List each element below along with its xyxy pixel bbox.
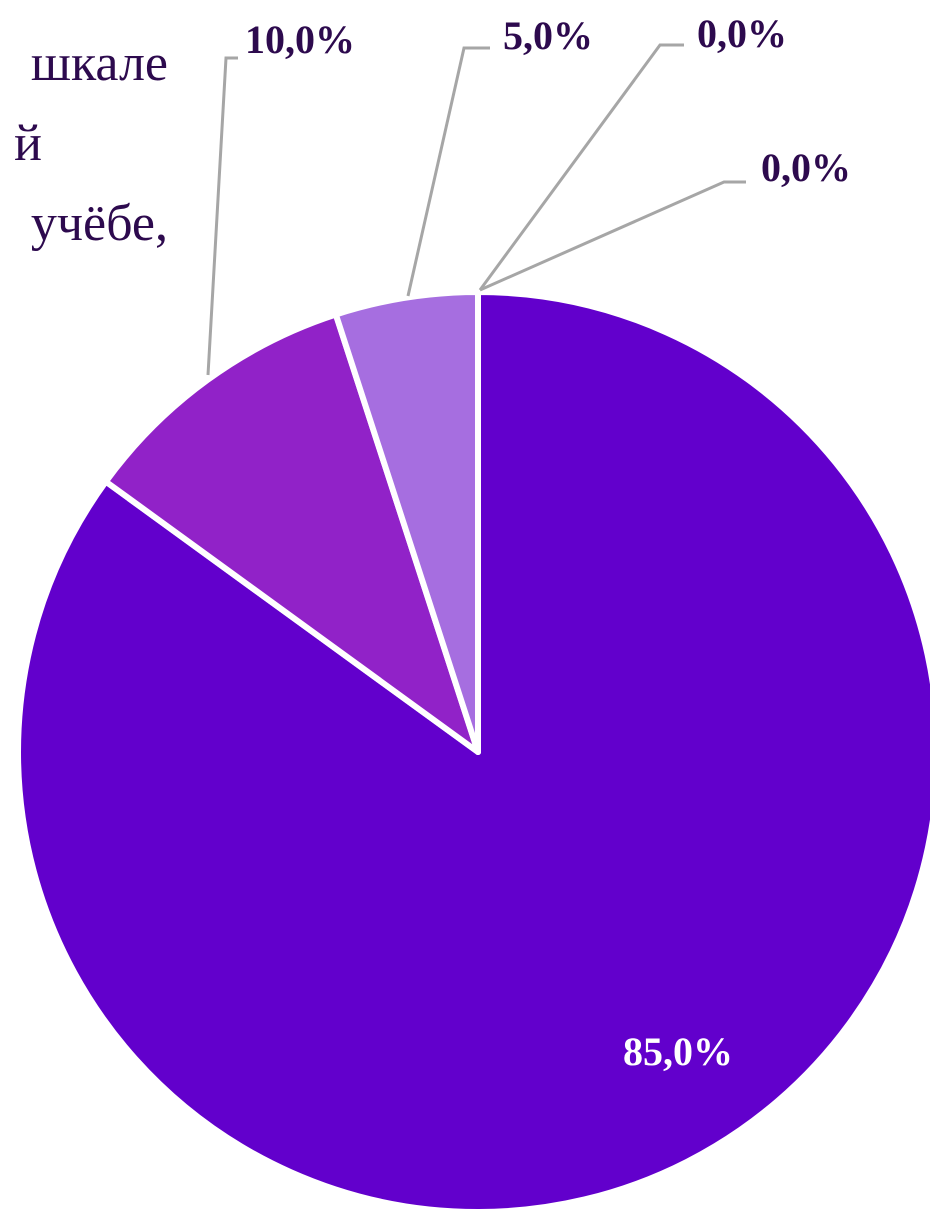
title-line: й	[14, 115, 42, 172]
data-label: 0,0%	[761, 145, 851, 190]
leader-line	[479, 180, 746, 292]
leader-line	[406, 46, 490, 297]
data-label: 85,0%	[623, 1029, 733, 1074]
data-label: 10,0%	[245, 17, 355, 62]
pie-slice	[102, 311, 481, 755]
title-line: учёбе,	[31, 195, 168, 252]
data-label: 5,0%	[503, 13, 593, 58]
leader-line	[478, 43, 684, 291]
leader-line	[206, 56, 238, 376]
data-label: 0,0%	[697, 11, 787, 56]
pie	[15, 289, 930, 1211]
title-line: шкале	[31, 35, 168, 92]
